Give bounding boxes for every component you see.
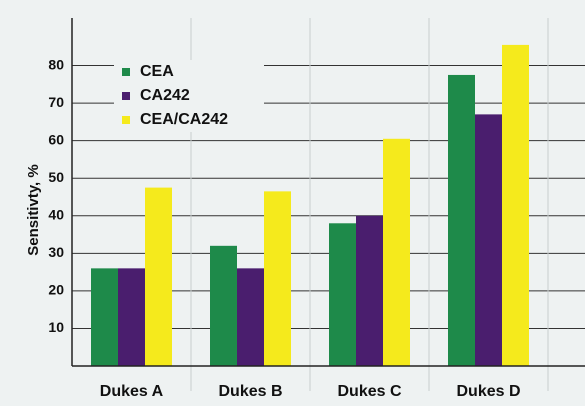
bar <box>502 44 529 367</box>
y-tick-label: 40 <box>48 206 64 222</box>
y-axis-label: Sensitivty, % <box>25 164 42 255</box>
y-tick-label: 30 <box>48 244 64 260</box>
bar <box>145 187 172 366</box>
y-tick-label: 60 <box>48 131 64 147</box>
legend-swatch <box>122 68 130 76</box>
y-tick-label: 20 <box>48 282 64 298</box>
bar <box>264 191 291 366</box>
y-tick-label: 80 <box>48 56 64 72</box>
legend-swatch <box>122 116 130 124</box>
bar <box>237 268 264 366</box>
legend-background <box>114 60 264 132</box>
bar <box>329 223 356 366</box>
y-tick-label: 50 <box>48 169 64 185</box>
bar <box>475 114 502 366</box>
legend-label: CEA/CA242 <box>140 111 228 128</box>
bar <box>118 268 145 366</box>
x-tick-label: Dukes B <box>218 383 282 400</box>
x-tick-label: Dukes D <box>456 383 520 400</box>
bar <box>448 74 475 366</box>
y-tick-label: 70 <box>48 94 64 110</box>
bar <box>356 215 383 366</box>
x-tick-label: Dukes A <box>100 383 164 400</box>
legend-swatch <box>122 92 130 100</box>
y-tick-label: 10 <box>48 319 64 335</box>
bar <box>210 245 237 366</box>
bar <box>91 268 118 366</box>
x-tick-label: Dukes C <box>337 383 401 400</box>
legend-label: CEA <box>140 63 174 80</box>
bar <box>383 138 410 366</box>
legend-label: CA242 <box>140 87 190 104</box>
